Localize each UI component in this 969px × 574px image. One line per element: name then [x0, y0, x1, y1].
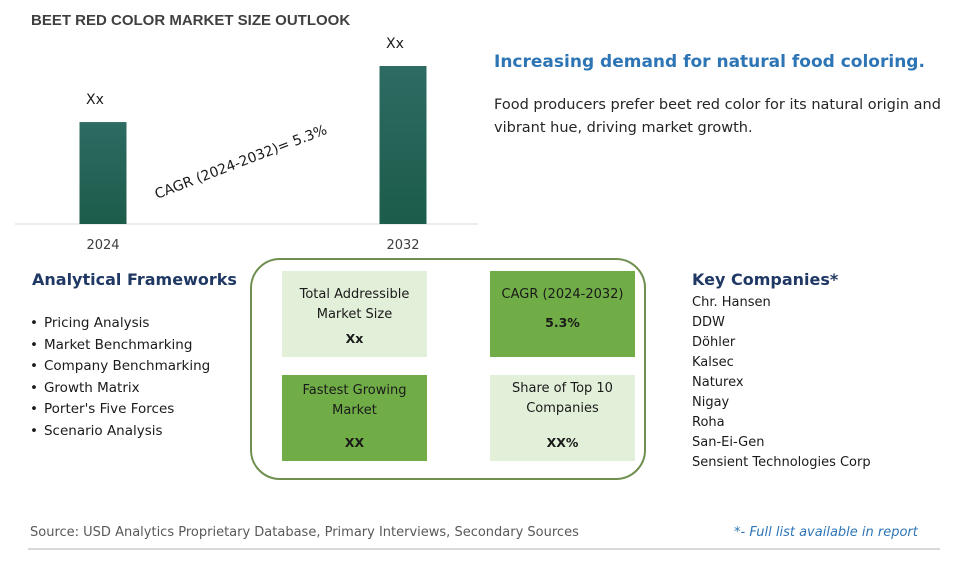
data-label: Xx [86, 92, 104, 108]
bar-2032 [379, 66, 427, 224]
cagr-label: CAGR (2024-2032) [501, 287, 624, 302]
x-tick-label: 2024 [86, 238, 119, 253]
company-item: San-Ei-Gen [692, 435, 765, 450]
cagr-card: CAGR (2024-2032) 5.3% [490, 271, 635, 357]
x-tick-label: 2032 [386, 238, 419, 253]
fastest-growing-label: Fastest Growing Market [302, 383, 407, 418]
list-item: Company Benchmarking [30, 356, 210, 378]
frameworks-title: Analytical Frameworks [32, 270, 237, 289]
bar-chart: Xx 2024 Xx 2032 CAGR (2024-2032)= 5.3% [15, 36, 478, 253]
data-label: Xx [386, 36, 404, 52]
fastest-growing-value: XX [344, 435, 365, 450]
list-item: Porter's Five Forces [30, 399, 210, 421]
company-item: Döhler [692, 335, 736, 350]
company-item: Sensient Technologies Corp [692, 455, 871, 470]
metrics-panel [250, 258, 646, 480]
frameworks-list: Pricing Analysis Market Benchmarking Com… [30, 313, 210, 442]
fastest-growing-card: Fastest Growing Market XX [282, 375, 427, 461]
source-note: Source: USD Analytics Proprietary Databa… [30, 525, 579, 540]
list-item: Pricing Analysis [30, 313, 210, 335]
cagr-annotation: CAGR (2024-2032)= 5.3% [153, 122, 330, 203]
company-item: Kalsec [692, 355, 734, 370]
companies-list: Chr. Hansen DDW Döhler Kalsec Naturex Ni… [692, 293, 871, 473]
footnote: *- Full list available in report [734, 525, 918, 540]
top10-share-label: Share of Top 10 Companies [512, 381, 613, 416]
list-item: Scenario Analysis [30, 421, 210, 443]
top10-share-value: XX% [546, 435, 579, 450]
company-item: DDW [692, 315, 725, 330]
companies-title: Key Companies* [692, 270, 839, 289]
company-item: Chr. Hansen [692, 295, 771, 310]
company-item: Naturex [692, 375, 744, 390]
headline: Increasing demand for natural food color… [494, 52, 925, 72]
company-item: Roha [692, 415, 725, 430]
tam-value: Xx [345, 331, 364, 346]
tam-card: Total Addressible Market Size Xx [282, 271, 427, 357]
top10-share-card: Share of Top 10 Companies XX% [490, 375, 635, 461]
tam-label: Total Addressible Market Size [299, 287, 410, 322]
list-item: Growth Matrix [30, 378, 210, 400]
cagr-value: 5.3% [545, 315, 580, 330]
company-item: Nigay [692, 395, 730, 410]
description: Food producers prefer beet red color for… [494, 97, 941, 136]
page-title: BEET RED COLOR MARKET SIZE OUTLOOK [31, 12, 351, 29]
bottom-divider [28, 548, 940, 550]
list-item: Market Benchmarking [30, 335, 210, 357]
bar-2024 [79, 122, 127, 224]
